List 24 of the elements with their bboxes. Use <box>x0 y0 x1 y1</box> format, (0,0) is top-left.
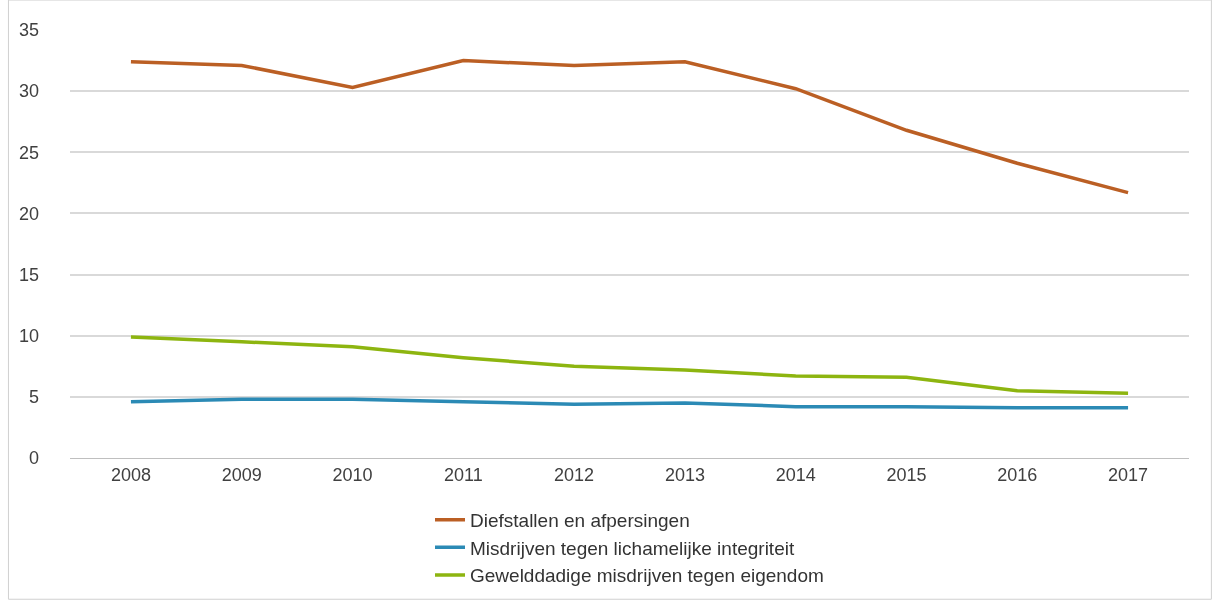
line-series <box>129 335 1130 395</box>
x-tick-label: 2013 <box>664 464 705 485</box>
line-series <box>129 397 1130 410</box>
y-tick-label: 15 <box>18 264 39 285</box>
y-tick-label: 30 <box>18 81 39 102</box>
x-tick-label: 2014 <box>775 464 816 485</box>
y-tick-label: 10 <box>18 326 39 347</box>
x-tick-label: 2008 <box>110 464 151 485</box>
x-tick-label: 2015 <box>886 464 927 485</box>
line-series <box>129 58 1130 195</box>
x-tick-label: 2012 <box>554 464 595 485</box>
x-tick-label: 2011 <box>443 464 483 485</box>
x-tick-label: 2010 <box>332 464 373 485</box>
y-tick-label: 20 <box>18 203 39 224</box>
y-tick-label: 5 <box>28 387 39 408</box>
legend-label: Gewelddadige misdrijven tegen eigendom <box>470 565 824 587</box>
x-tick-label: 2009 <box>221 464 262 485</box>
legend-label: Misdrijven tegen lichamelijke integriteit <box>470 537 795 559</box>
x-tick-label: 2016 <box>997 464 1038 485</box>
legend-label: Diefstallen en afpersingen <box>470 510 690 532</box>
y-tick-label: 0 <box>28 448 39 469</box>
y-tick-label: 25 <box>18 142 39 163</box>
y-tick-label: 35 <box>18 20 39 41</box>
x-tick-label: 2017 <box>1108 464 1149 485</box>
